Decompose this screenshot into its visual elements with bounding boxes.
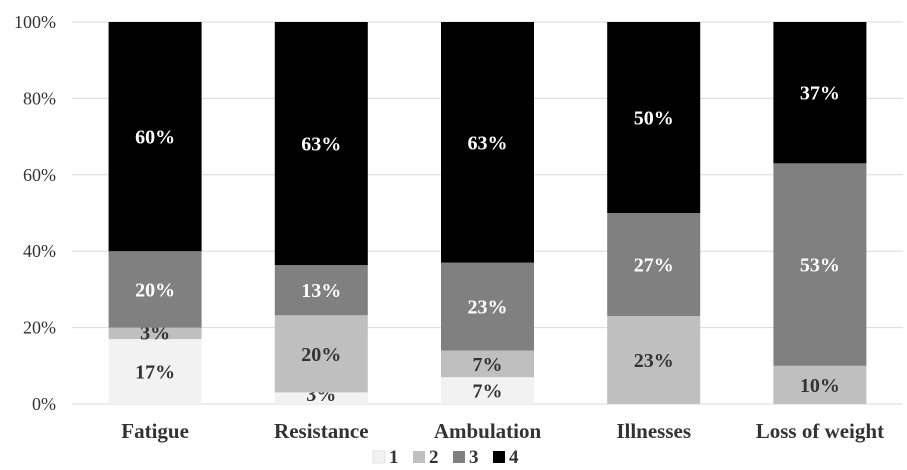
y-tick-label: 20% [23,318,56,338]
data-label: 20% [301,344,341,366]
y-tick-label: 100% [14,12,56,32]
data-label: 53% [800,255,840,277]
y-tick-label: 40% [23,241,56,261]
bar-segment [773,22,867,164]
bar-segment [274,315,368,393]
legend-item: 1 [372,447,399,468]
data-label: 20% [135,279,175,301]
data-label: 63% [301,134,341,156]
y-tick-label: 0% [32,394,56,414]
bar-segment [274,22,368,266]
bar-segment [108,251,202,328]
bar-segment [773,163,867,366]
legend-label: 1 [389,447,399,468]
y-tick-label: 80% [23,88,56,108]
bar-segment [274,265,368,316]
legend-swatch [493,451,505,463]
bar-segment [108,327,202,340]
bar-segment [108,22,202,252]
data-label: 23% [634,350,674,372]
legend-label: 4 [509,447,519,468]
bar-segment [108,339,202,404]
category-label: Illnesses [616,419,691,443]
data-label: 7% [473,354,503,376]
category-label: Loss of weight [756,419,884,443]
data-label: 60% [135,127,175,149]
data-label: 10% [800,375,840,397]
data-label: 50% [634,108,674,130]
bar-segment [441,262,534,351]
legend-item: 3 [453,447,479,468]
data-label: 37% [800,83,840,105]
bar-segment [607,316,701,404]
legend-label: 3 [469,447,479,468]
data-label: 23% [468,297,508,319]
legend-item: 4 [493,447,519,468]
bar-segment [607,213,701,317]
y-tick-label: 60% [23,165,56,185]
legend-swatch [372,450,386,464]
bar-segment [274,392,368,404]
legend-label: 2 [429,447,439,468]
category-label: Resistance [274,419,368,443]
legend-swatch [413,451,425,463]
category-label: Ambulation [434,419,542,443]
bar-segment [773,365,867,404]
bar-segment [441,22,534,263]
bar-segment [607,22,701,213]
category-label: Fatigue [121,419,189,443]
data-label: 13% [301,280,341,302]
data-label: 3% [140,322,170,344]
data-label: 27% [634,255,674,277]
bar-segment [441,350,534,378]
data-label: 63% [468,132,508,154]
legend-item: 2 [413,447,439,468]
bar-segment [441,377,534,404]
data-label: 7% [473,381,503,403]
data-label: 17% [135,362,175,384]
legend-swatch [453,451,465,463]
